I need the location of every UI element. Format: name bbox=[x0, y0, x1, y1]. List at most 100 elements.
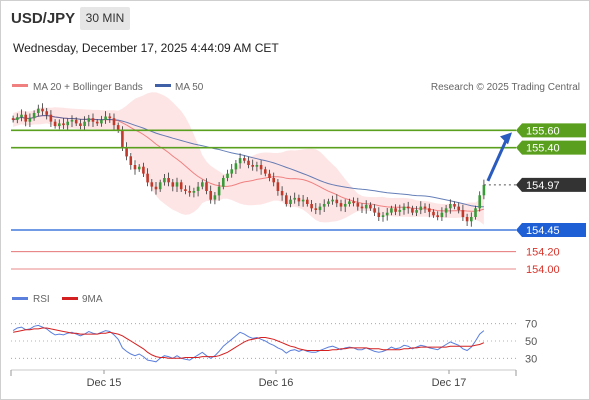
candle-body bbox=[188, 191, 191, 193]
candle-body bbox=[116, 125, 120, 131]
x-tick-label: Dec 17 bbox=[432, 377, 467, 389]
candle-body bbox=[406, 206, 410, 209]
candle-body bbox=[79, 123, 82, 126]
candle-body bbox=[327, 201, 330, 204]
candle-body bbox=[142, 166, 145, 174]
candle-body bbox=[255, 165, 259, 167]
candle-body bbox=[201, 182, 204, 187]
candle-body bbox=[453, 204, 456, 207]
symbol-title: USD/JPY bbox=[11, 10, 76, 27]
candle-body bbox=[364, 204, 368, 209]
current-price-label: 154.97 bbox=[526, 180, 560, 192]
candle-body bbox=[205, 182, 208, 191]
candle-body bbox=[306, 199, 309, 204]
candle-body bbox=[423, 206, 427, 209]
rsi-tick-70: 70 bbox=[525, 319, 537, 331]
candle-body bbox=[226, 173, 229, 178]
candle-body bbox=[171, 182, 175, 187]
timeframe-button[interactable]: 30 MIN bbox=[80, 7, 130, 30]
top-bar: USD/JPY 30 MIN bbox=[0, 0, 590, 36]
rsi-tick-50: 50 bbox=[525, 336, 537, 348]
x-tick-label: Dec 16 bbox=[259, 377, 294, 389]
candle-body bbox=[268, 173, 271, 178]
candle-body bbox=[461, 210, 465, 217]
candle-body bbox=[449, 204, 452, 209]
resistance-2-badge bbox=[516, 123, 586, 138]
candle-body bbox=[24, 114, 27, 122]
candle-body bbox=[20, 114, 23, 118]
candle-body bbox=[146, 173, 149, 183]
ma50-legend-label: MA 50 bbox=[175, 82, 204, 93]
candle-body bbox=[436, 215, 439, 217]
support-1-label: 154.45 bbox=[526, 225, 560, 237]
candle-body bbox=[129, 156, 133, 165]
credit-text: Research © 2025 Trading Central bbox=[431, 82, 580, 93]
candle-body bbox=[482, 184, 486, 196]
support-3-label: 154.00 bbox=[526, 264, 560, 276]
candle-body bbox=[11, 118, 15, 120]
candle-body bbox=[179, 182, 183, 190]
candle-body bbox=[457, 206, 460, 211]
candle-body bbox=[213, 195, 217, 200]
candle-body bbox=[419, 206, 423, 211]
candle-body bbox=[465, 217, 469, 222]
candle-body bbox=[385, 212, 389, 216]
candle-body bbox=[301, 199, 305, 202]
candle-body bbox=[45, 111, 48, 115]
candle-body bbox=[360, 206, 364, 209]
candle-body bbox=[70, 119, 74, 122]
candle-body bbox=[32, 113, 36, 119]
candle-body bbox=[16, 117, 19, 120]
rsi-legend-label: RSI bbox=[33, 294, 50, 305]
candle-body bbox=[104, 116, 107, 120]
candle-body bbox=[66, 121, 69, 126]
x-tick-label: Dec 15 bbox=[87, 377, 122, 389]
candle-body bbox=[100, 119, 103, 124]
candle-body bbox=[247, 160, 250, 165]
candle-body bbox=[108, 116, 112, 119]
candle-body bbox=[28, 118, 32, 122]
candle-body bbox=[150, 182, 154, 187]
candle-body bbox=[381, 215, 385, 217]
candle-body bbox=[95, 121, 99, 124]
candle-body bbox=[343, 204, 347, 207]
candle-body bbox=[276, 182, 280, 191]
candle-body bbox=[293, 197, 296, 200]
forecast-arrow-shaft bbox=[486, 137, 509, 182]
candle-body bbox=[398, 210, 402, 212]
candle-body bbox=[53, 121, 57, 126]
candle-body bbox=[314, 208, 318, 210]
candle-body bbox=[394, 208, 397, 212]
candle-body bbox=[112, 118, 116, 126]
ma50-line bbox=[12, 114, 484, 208]
candle-body bbox=[167, 178, 170, 183]
candle-body bbox=[331, 199, 334, 202]
candle-body bbox=[318, 206, 322, 211]
candle-body bbox=[377, 212, 381, 217]
candle-body bbox=[175, 182, 179, 187]
candle-body bbox=[369, 204, 372, 209]
candle-body bbox=[209, 191, 212, 200]
candle-body bbox=[322, 204, 326, 207]
x-axis: Dec 15 Dec 16 Dec 17 bbox=[10, 370, 517, 389]
rsi-ma-line bbox=[13, 327, 485, 359]
candle-body bbox=[125, 147, 128, 157]
rsi-legend-swatch bbox=[12, 297, 28, 300]
candle-body bbox=[339, 203, 343, 207]
candle-body bbox=[83, 121, 86, 126]
rsi-ma-legend-swatch bbox=[62, 297, 78, 300]
candle-body bbox=[272, 178, 275, 183]
rsi-ma-legend-label: 9MA bbox=[82, 294, 103, 305]
candle-body bbox=[196, 186, 200, 191]
candle-body bbox=[411, 208, 414, 213]
candle-body bbox=[238, 158, 242, 164]
candle-body bbox=[222, 178, 225, 187]
rsi-tick-30: 30 bbox=[525, 353, 537, 365]
candle-body bbox=[87, 118, 91, 122]
candle-body bbox=[440, 212, 444, 217]
candle-body bbox=[348, 201, 351, 204]
candle-body bbox=[415, 210, 418, 213]
candle-body bbox=[217, 186, 221, 196]
timestamp: Wednesday, December 17, 2025 4:44:09 AM … bbox=[13, 41, 279, 55]
